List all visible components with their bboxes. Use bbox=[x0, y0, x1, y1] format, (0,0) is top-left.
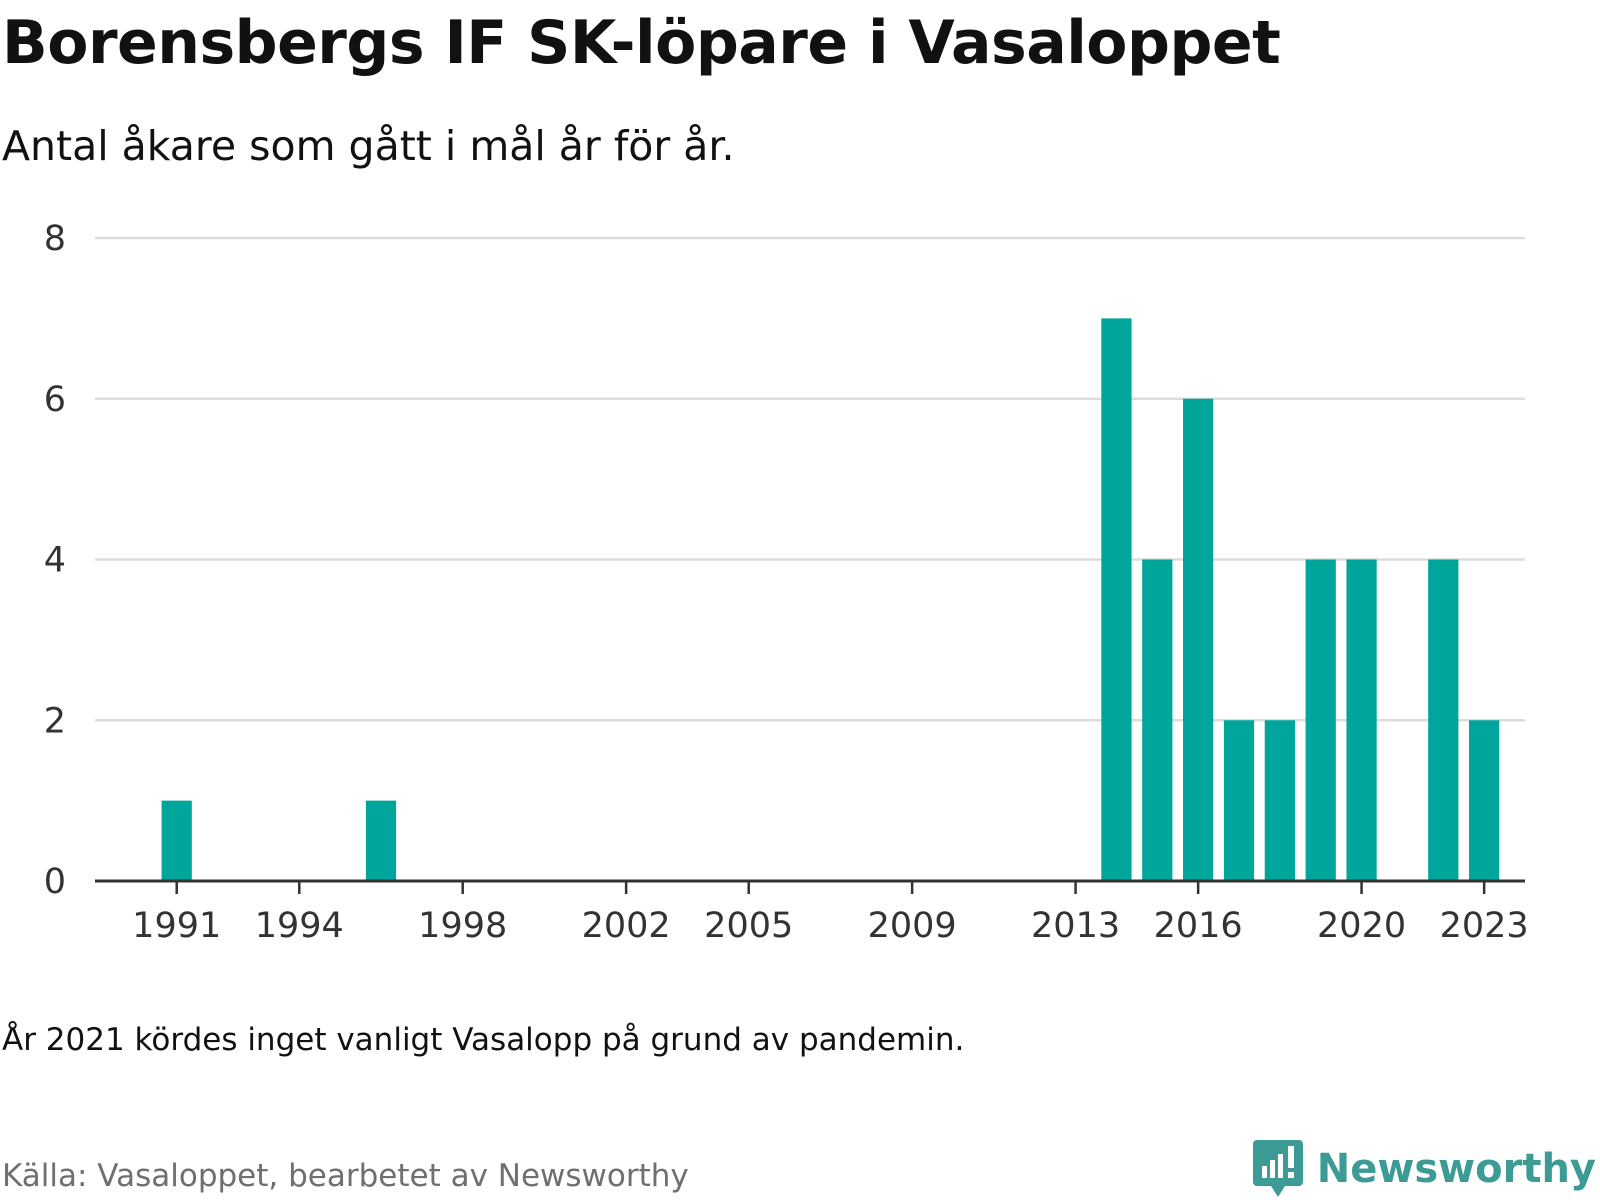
x-tick-label: 1998 bbox=[418, 906, 507, 946]
bar bbox=[1142, 559, 1173, 881]
y-tick-label: 8 bbox=[44, 219, 66, 259]
x-tick-label: 2013 bbox=[1031, 906, 1120, 946]
bar bbox=[1264, 720, 1295, 881]
x-axis-ticks: 1991 1994 1998 2002 2005 2009 2013 2016 2020 2023 bbox=[132, 881, 1529, 946]
bar bbox=[1223, 720, 1255, 881]
y-tick-label: 0 bbox=[44, 862, 66, 902]
bar-chart: 0 2 4 6 8 1991 1994 1998 2002 2005 2009 2013 2016 20… bbox=[44, 219, 1529, 946]
source-text: Källa: Vasaloppet, bearbetet av Newswort… bbox=[2, 1158, 689, 1194]
y-tick-label: 6 bbox=[44, 380, 66, 420]
y-tick-label: 4 bbox=[44, 541, 66, 581]
chart-title: Borensbergs IF SK-löpare i Vasaloppet bbox=[2, 8, 1281, 78]
x-tick-label: 2002 bbox=[582, 906, 671, 946]
bar bbox=[161, 800, 192, 881]
bar bbox=[365, 800, 397, 881]
x-tick-label: 2005 bbox=[704, 906, 793, 946]
bar bbox=[1101, 318, 1132, 881]
chart-subtitle: Antal åkare som gått i mål år för år. bbox=[2, 122, 735, 170]
bar bbox=[1428, 559, 1459, 881]
chart-note: År 2021 kördes inget vanligt Vasalopp på… bbox=[2, 1022, 965, 1058]
y-axis-ticks: 0 2 4 6 8 bbox=[44, 219, 66, 902]
brand-name: Newsworthy bbox=[1316, 1146, 1596, 1192]
x-tick-label: 2009 bbox=[868, 906, 957, 946]
y-tick-label: 2 bbox=[44, 701, 66, 741]
brand-logo: Newsworthy bbox=[1252, 1140, 1596, 1198]
x-tick-label: 2020 bbox=[1317, 906, 1406, 946]
bar-chart-logo-icon bbox=[1252, 1140, 1303, 1197]
bar bbox=[1346, 559, 1377, 881]
x-tick-label: 2023 bbox=[1440, 906, 1529, 946]
bar bbox=[1183, 398, 1214, 881]
x-tick-label: 1994 bbox=[255, 906, 344, 946]
bar bbox=[1469, 720, 1500, 881]
x-tick-label: 1991 bbox=[132, 906, 221, 946]
bars bbox=[161, 318, 1500, 881]
x-tick-label: 2016 bbox=[1154, 906, 1243, 946]
bar bbox=[1305, 559, 1336, 881]
